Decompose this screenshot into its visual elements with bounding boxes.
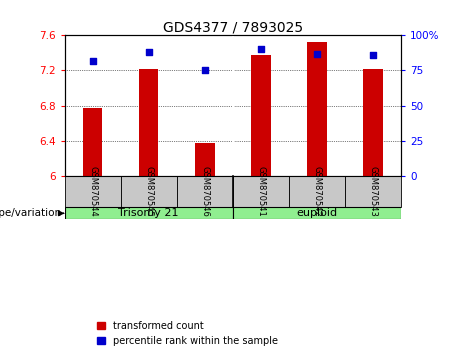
Bar [233, 176, 289, 207]
Text: GSM870545: GSM870545 [144, 166, 153, 217]
Bar [83, 108, 102, 176]
Bar [289, 176, 345, 207]
Text: GSM870546: GSM870546 [200, 166, 209, 217]
Bar [139, 69, 159, 176]
Bar [121, 176, 177, 207]
Text: euploid: euploid [296, 209, 337, 218]
Point [145, 50, 152, 55]
Point [313, 51, 321, 57]
Point [257, 47, 265, 52]
Text: GSM870542: GSM870542 [313, 166, 321, 217]
Bar [65, 176, 121, 207]
Point [89, 58, 96, 63]
Legend: transformed count, percentile rank within the sample: transformed count, percentile rank withi… [97, 321, 278, 346]
Bar [65, 207, 233, 219]
Text: Trisomy 21: Trisomy 21 [118, 209, 179, 218]
Text: GSM870541: GSM870541 [256, 166, 266, 217]
Text: genotype/variation: genotype/variation [0, 209, 65, 218]
Bar [307, 42, 327, 176]
Bar [363, 69, 383, 176]
Title: GDS4377 / 7893025: GDS4377 / 7893025 [163, 20, 303, 34]
Text: GSM870544: GSM870544 [88, 166, 97, 217]
Bar [345, 176, 401, 207]
Bar [177, 176, 233, 207]
Bar [195, 143, 214, 176]
Point [201, 68, 208, 73]
Bar [233, 207, 401, 219]
Bar [251, 55, 271, 176]
Text: GSM870543: GSM870543 [368, 166, 378, 217]
Point [369, 52, 377, 58]
